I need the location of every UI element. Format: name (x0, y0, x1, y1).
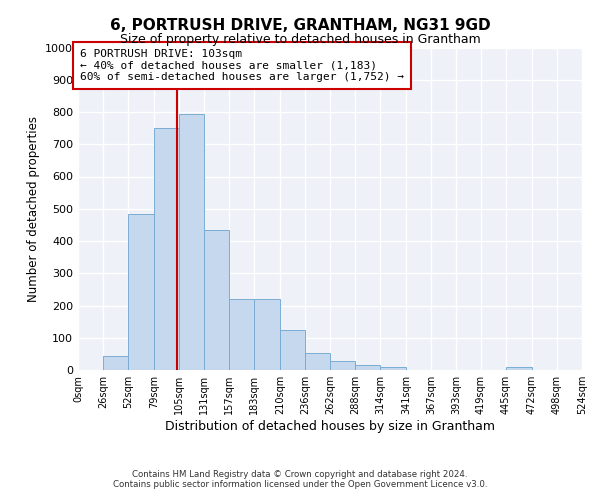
Bar (305, 353, 330, 370)
Bar (103, 356, 128, 370)
Text: 6, PORTRUSH DRIVE, GRANTHAM, NG31 9GD: 6, PORTRUSH DRIVE, GRANTHAM, NG31 9GD (110, 18, 490, 32)
Text: Size of property relative to detached houses in Grantham: Size of property relative to detached ho… (119, 32, 481, 46)
Bar (154, 128, 179, 370)
Bar (128, 214, 154, 370)
Bar (204, 230, 229, 370)
Bar (380, 368, 406, 370)
Bar (254, 299, 280, 370)
Y-axis label: Number of detached properties: Number of detached properties (26, 116, 40, 302)
Bar (355, 365, 380, 370)
Bar (179, 114, 204, 370)
Bar (280, 330, 305, 370)
Text: Contains HM Land Registry data © Crown copyright and database right 2024.
Contai: Contains HM Land Registry data © Crown c… (113, 470, 487, 489)
Bar (506, 368, 532, 370)
Bar (229, 299, 254, 370)
Bar (330, 361, 355, 370)
Text: 6 PORTRUSH DRIVE: 103sqm
← 40% of detached houses are smaller (1,183)
60% of sem: 6 PORTRUSH DRIVE: 103sqm ← 40% of detach… (80, 49, 404, 82)
X-axis label: Distribution of detached houses by size in Grantham: Distribution of detached houses by size … (165, 420, 495, 433)
